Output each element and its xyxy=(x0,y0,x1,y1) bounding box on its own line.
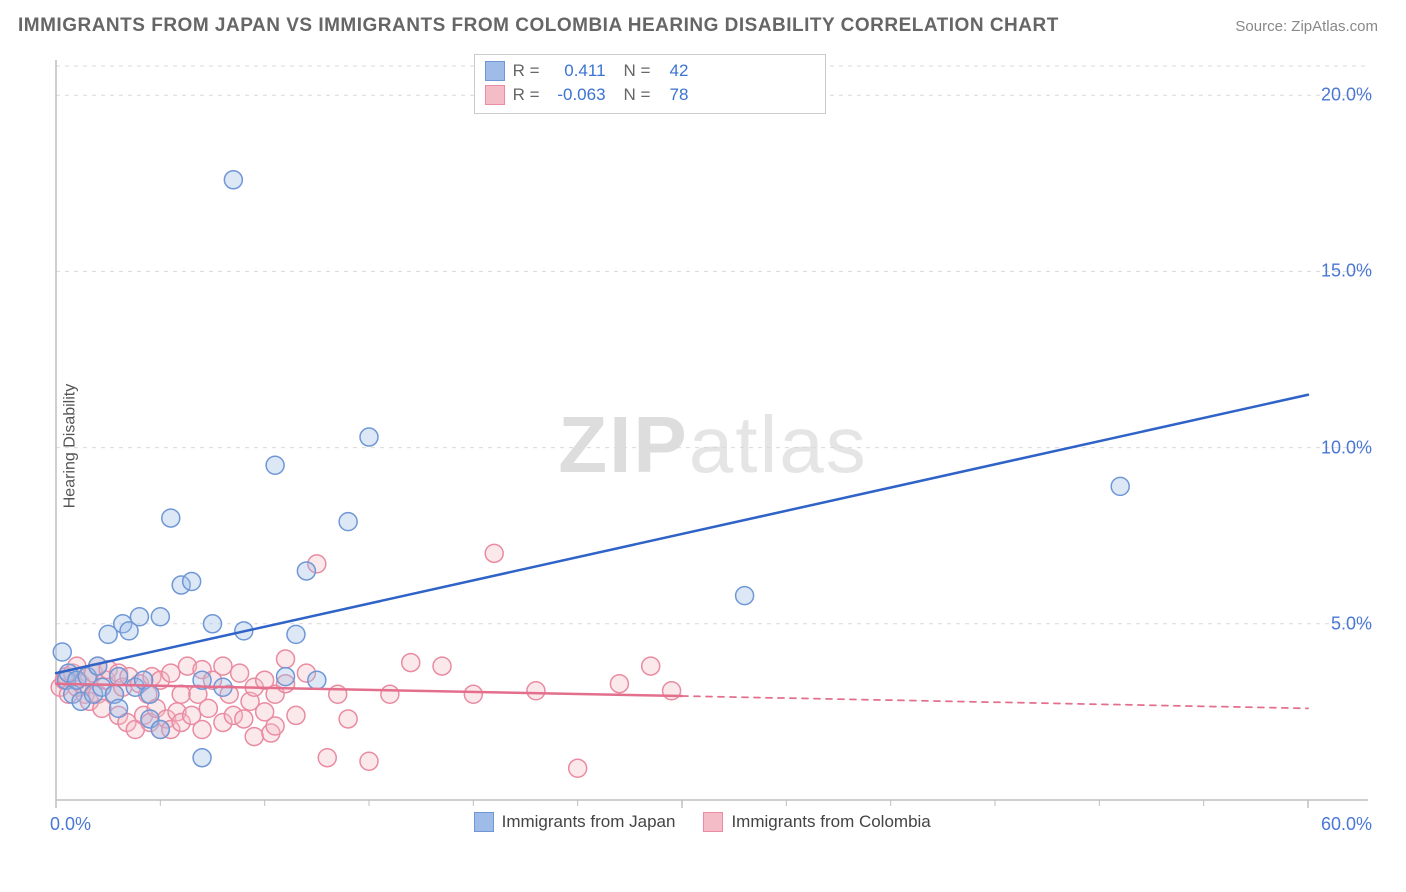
source-attribution: Source: ZipAtlas.com xyxy=(1235,18,1378,35)
legend-item-series-a: Immigrants from Japan xyxy=(474,812,676,832)
legend-item-series-b: Immigrants from Colombia xyxy=(703,812,930,832)
legend-n-label: N = xyxy=(624,83,651,107)
legend-row-series-a: R = 0.411 N = 42 xyxy=(485,59,815,83)
y-tick-label: 5.0% xyxy=(1331,613,1372,634)
series-legend: Immigrants from Japan Immigrants from Co… xyxy=(474,812,931,832)
chart-area: ZIPatlas R = 0.411 N = 42 R = -0.063 N =… xyxy=(48,50,1378,840)
legend-series-b-n: 78 xyxy=(658,83,688,107)
source-prefix: Source: xyxy=(1235,18,1291,35)
legend-series-a-r: 0.411 xyxy=(548,59,606,83)
x-tick-label-max: 60.0% xyxy=(1321,814,1372,835)
swatch-series-a xyxy=(485,61,505,81)
correlation-legend: R = 0.411 N = 42 R = -0.063 N = 78 xyxy=(474,54,826,114)
legend-r-label: R = xyxy=(513,83,540,107)
series-b-name: Immigrants from Colombia xyxy=(731,812,930,832)
scatter-plot-svg xyxy=(48,50,1378,840)
y-tick-label: 20.0% xyxy=(1321,85,1372,106)
legend-r-label: R = xyxy=(513,59,540,83)
swatch-series-a xyxy=(474,812,494,832)
swatch-series-b xyxy=(485,85,505,105)
source-name: ZipAtlas.com xyxy=(1291,18,1378,35)
swatch-series-b xyxy=(703,812,723,832)
legend-series-a-n: 42 xyxy=(658,59,688,83)
series-a-name: Immigrants from Japan xyxy=(502,812,676,832)
y-tick-label: 10.0% xyxy=(1321,437,1372,458)
legend-n-label: N = xyxy=(624,59,651,83)
x-tick-label-min: 0.0% xyxy=(50,814,91,835)
legend-row-series-b: R = -0.063 N = 78 xyxy=(485,83,815,107)
y-tick-label: 15.0% xyxy=(1321,261,1372,282)
legend-series-b-r: -0.063 xyxy=(548,83,606,107)
chart-title: IMMIGRANTS FROM JAPAN VS IMMIGRANTS FROM… xyxy=(18,15,1059,37)
